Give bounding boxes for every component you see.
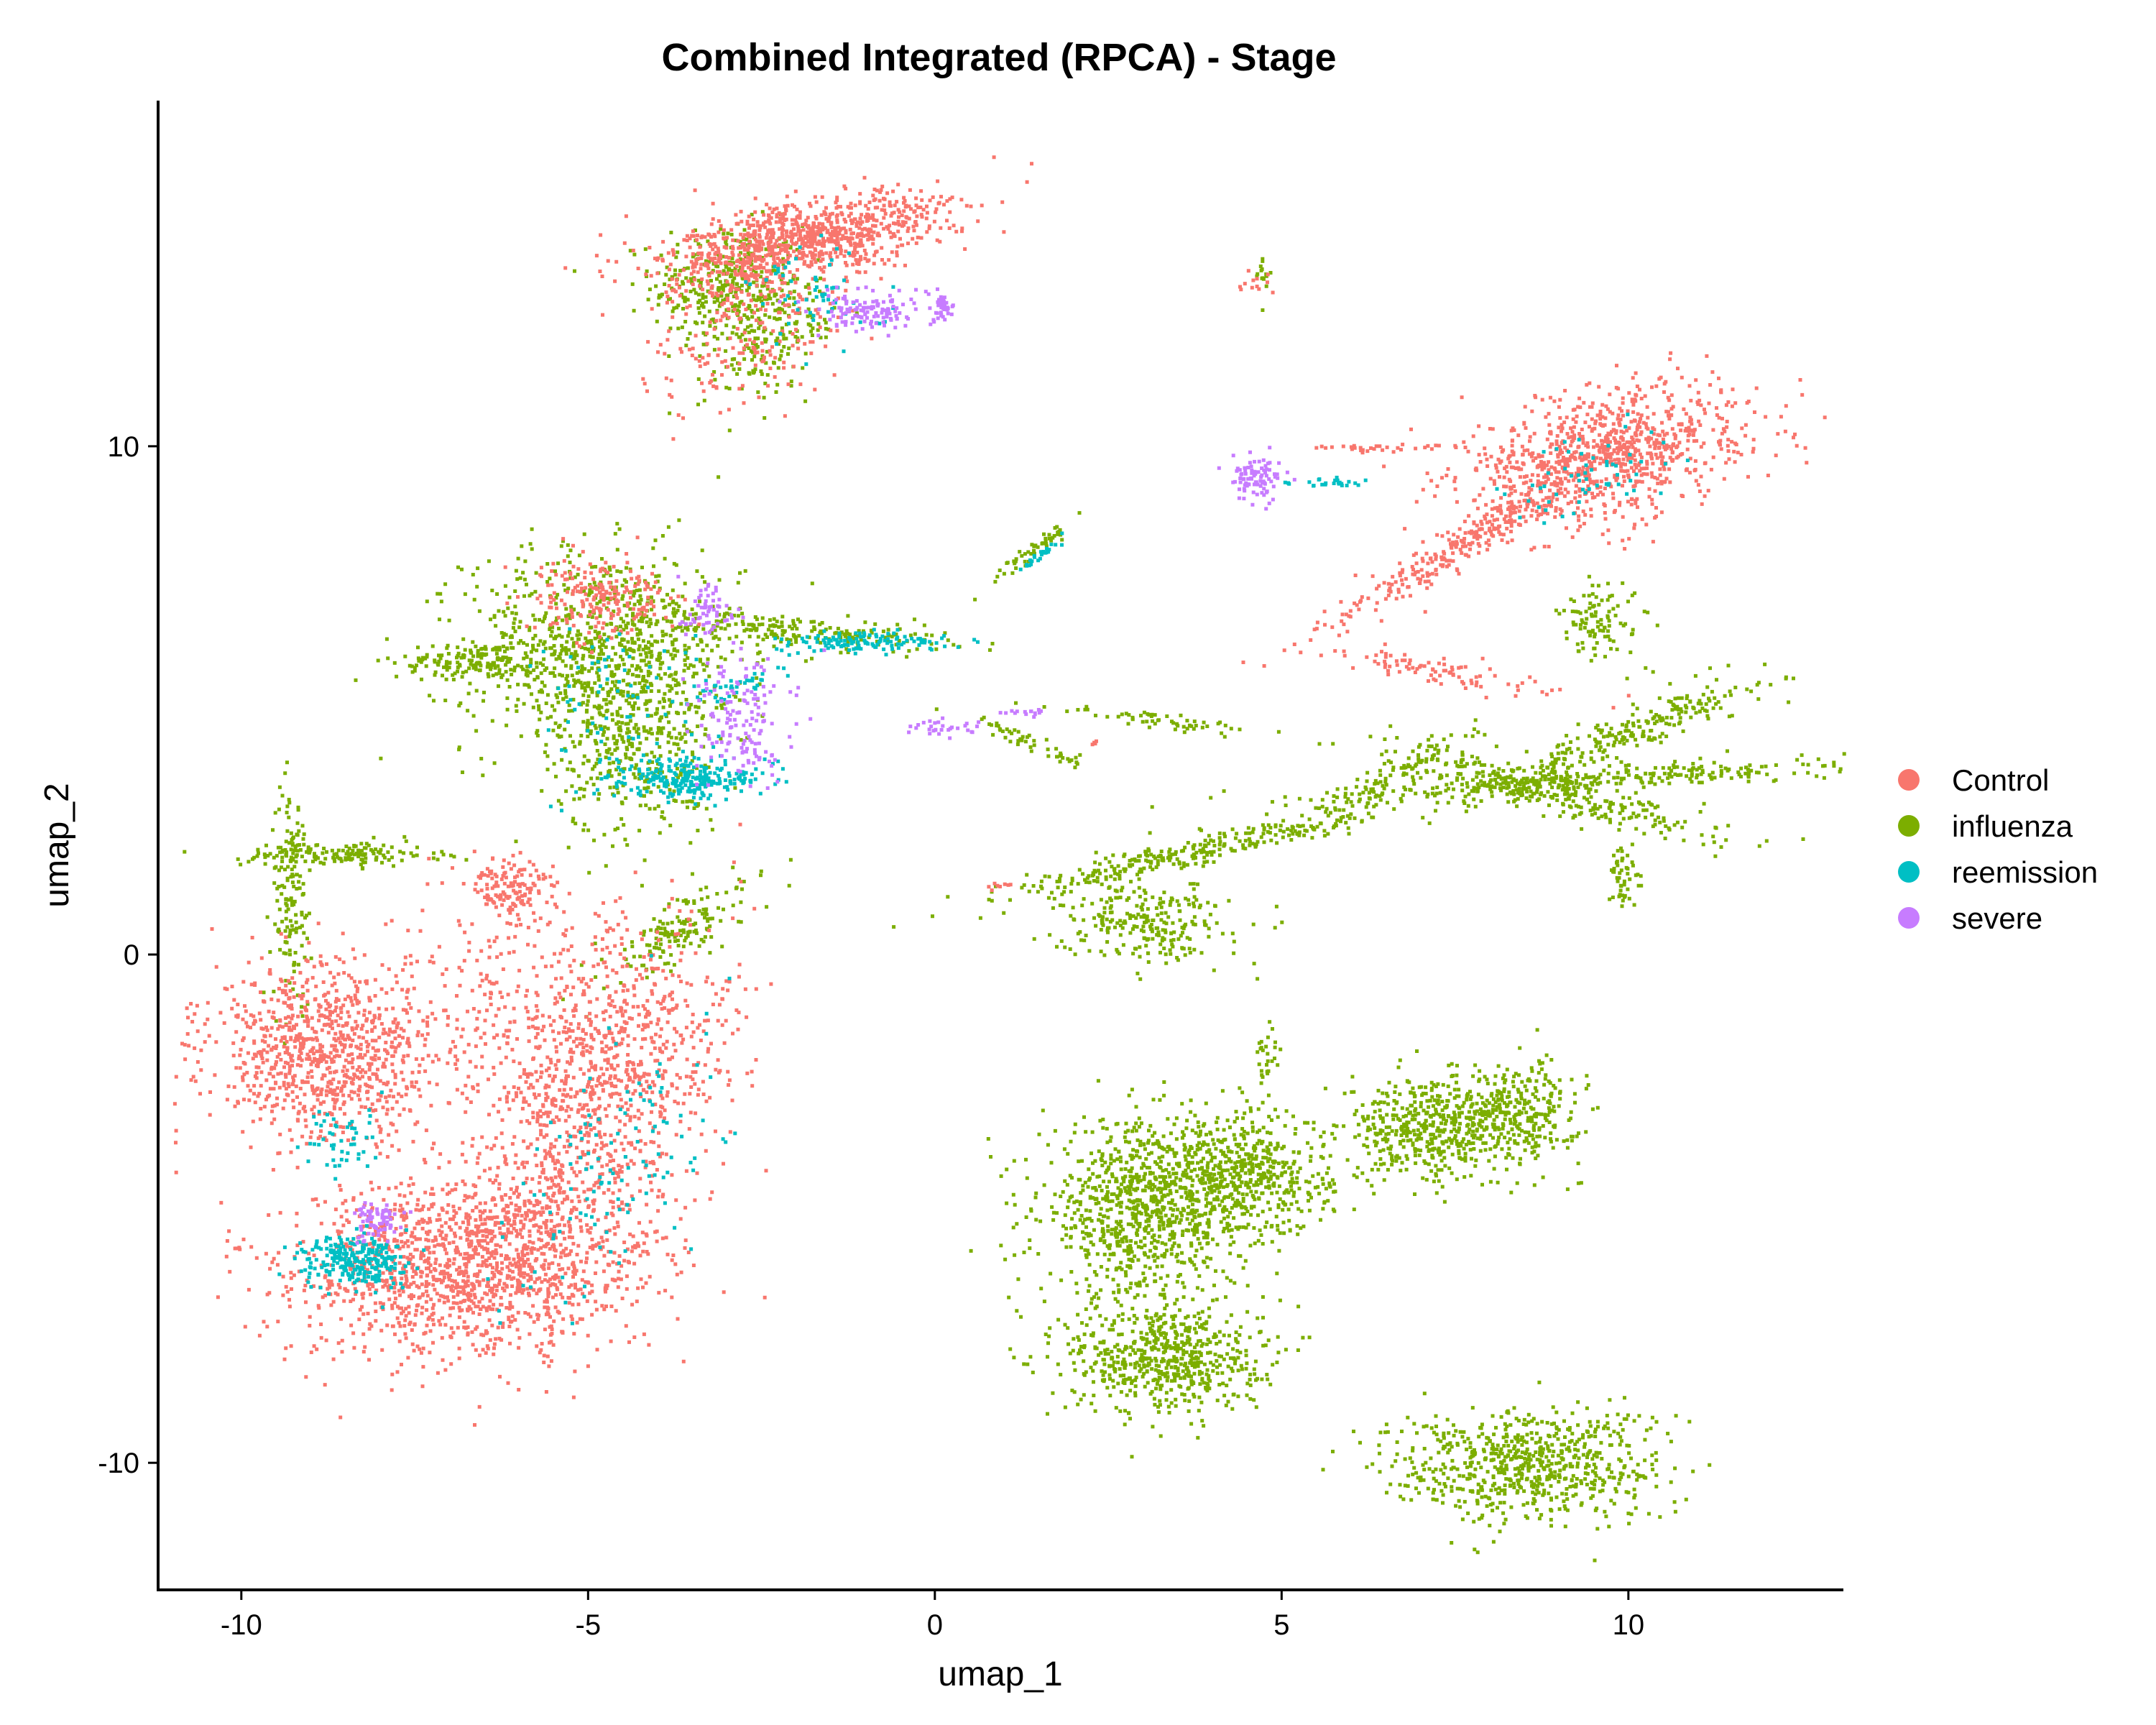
point-cluster-influenza-7	[262, 760, 323, 1046]
x-axis-title: umap_1	[938, 1655, 1062, 1693]
point-cluster-reemission-8	[1283, 475, 1368, 488]
point-cluster-influenza-8	[183, 834, 518, 873]
x-tick-label: 0	[927, 1609, 943, 1641]
point-cluster-reemission-6	[1018, 531, 1064, 571]
point-cluster-reemission-5	[744, 234, 895, 367]
legend-label-Control: Control	[1952, 763, 2049, 797]
point-cluster-Control-13	[987, 881, 1013, 893]
series-reemission	[277, 234, 1690, 1325]
point-cluster-severe-4	[676, 574, 745, 645]
legend-key-reemission	[1898, 861, 1920, 883]
point-cluster-influenza-4	[354, 632, 601, 693]
point-cluster-Control-10	[503, 535, 701, 654]
legend-item-influenza: influenza	[1898, 809, 2073, 843]
point-cluster-severe-2	[1217, 446, 1296, 511]
x-tick-label: -10	[221, 1609, 262, 1641]
point-cluster-influenza-27	[1243, 718, 1487, 843]
legend-label-influenza: influenza	[1952, 809, 2073, 843]
point-cluster-influenza-14	[1007, 1279, 1312, 1459]
point-cluster-Control-6	[1238, 269, 1275, 295]
point-cluster-reemission-2	[773, 627, 980, 657]
x-tick-label: 5	[1273, 1609, 1289, 1641]
point-cluster-influenza-17	[1032, 850, 1284, 981]
point-cluster-reemission-7	[1495, 413, 1690, 525]
point-cluster-influenza-22	[1608, 842, 1644, 908]
point-cluster-Control-14	[1090, 739, 1098, 747]
point-cluster-influenza-26	[1014, 701, 1335, 746]
legend-label-severe: severe	[1952, 901, 2042, 935]
point-cluster-severe-0	[778, 285, 944, 338]
y-tick-label: 10	[108, 431, 140, 463]
x-axis-ticks: -10 -5 0 5 10	[221, 1590, 1644, 1641]
point-cluster-reemission-0	[592, 753, 788, 808]
point-cluster-influenza-15	[1321, 1380, 1712, 1563]
point-cluster-severe-5	[353, 1201, 413, 1245]
point-cluster-severe-3	[681, 646, 826, 790]
point-cluster-Control-5	[1314, 442, 1468, 455]
point-cluster-Control-11	[425, 850, 571, 933]
point-cluster-reemission-10	[486, 954, 737, 1325]
point-cluster-reemission-9	[295, 1090, 384, 1181]
chart-title: Combined Integrated (RPCA) - Stage	[661, 36, 1336, 79]
legend-item-severe: severe	[1898, 901, 2042, 935]
point-cluster-Control-0	[563, 155, 1033, 317]
point-cluster-Control-4	[1312, 627, 1631, 710]
point-cluster-severe-1	[923, 287, 955, 324]
point-cluster-Control-8	[216, 1101, 767, 1427]
point-cluster-influenza-19	[1150, 749, 1846, 809]
point-cluster-reemission-1	[277, 1224, 426, 1310]
point-cluster-influenza-10	[969, 1079, 1282, 1364]
y-tick-label: -10	[98, 1448, 139, 1479]
point-cluster-influenza-16	[892, 763, 1545, 929]
point-cluster-severe-7	[998, 708, 1043, 719]
point-cluster-Control-7	[172, 921, 506, 1202]
y-axis-ticks: -10 0 10	[98, 431, 158, 1479]
x-tick-label: 10	[1613, 1609, 1645, 1641]
point-cluster-severe-6	[907, 716, 981, 740]
legend-item-reemission: reemission	[1898, 855, 2098, 889]
legend-item-Control: Control	[1898, 763, 2049, 797]
series-Control	[172, 155, 1827, 1427]
point-cluster-influenza-12	[1303, 1049, 1549, 1204]
point-cluster-influenza-23	[934, 707, 1082, 770]
point-cluster-influenza-21	[1554, 574, 1659, 681]
legend-label-reemission: reemission	[1952, 855, 2098, 889]
point-cluster-Control-1	[641, 175, 900, 441]
point-cluster-Control-2	[1382, 351, 1827, 552]
point-cluster-influenza-18	[1368, 724, 1805, 858]
legend-key-severe	[1898, 907, 1920, 929]
point-cluster-influenza-2	[1255, 257, 1273, 312]
y-axis-title: umap_2	[38, 783, 76, 907]
point-cluster-Control-12	[344, 857, 741, 1145]
point-cluster-influenza-24	[973, 511, 1082, 602]
point-cluster-reemission-3	[685, 645, 812, 706]
point-cluster-influenza-25	[1256, 1020, 1283, 1118]
legend-key-Control	[1898, 769, 1920, 791]
y-tick-label: 0	[124, 939, 139, 971]
series-severe	[353, 285, 1296, 1245]
series-influenza	[183, 210, 1846, 1563]
point-cluster-influenza-5	[568, 604, 995, 659]
data-points	[172, 155, 1846, 1563]
legend-key-influenza	[1898, 815, 1920, 837]
legend: Control influenza reemission severe	[1898, 763, 2098, 935]
point-cluster-Control-3	[1241, 412, 1657, 668]
point-cluster-Control-9	[405, 822, 773, 1363]
x-tick-label: -5	[576, 1609, 602, 1641]
